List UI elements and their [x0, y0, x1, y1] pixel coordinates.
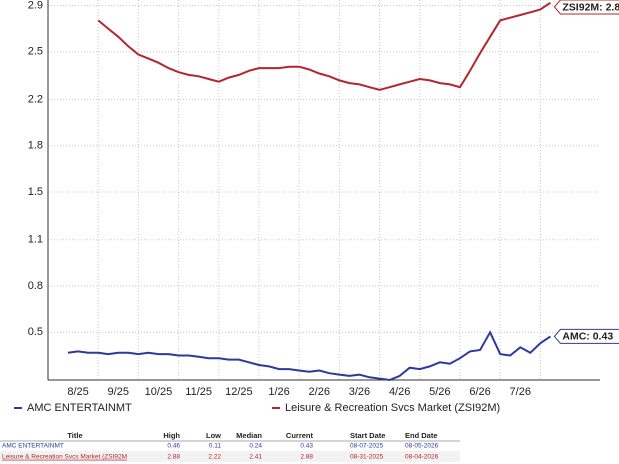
table-header: End Date	[405, 431, 438, 440]
table-header: Low	[206, 431, 221, 440]
table-cell: 2.88	[167, 454, 180, 461]
table-header: Current	[286, 431, 314, 440]
table-cell: 2.41	[249, 454, 262, 461]
x-tick-label: 5/26	[429, 386, 450, 398]
y-tick-label: 0.8	[28, 280, 43, 292]
table-cell: 08-07-2025	[350, 443, 384, 450]
x-tick-label: 10/25	[145, 386, 173, 398]
table-header: Median	[236, 431, 262, 440]
x-tick-label: 1/26	[268, 386, 289, 398]
legend-label: Leisure & Recreation Svcs Market (ZSI92M…	[285, 402, 500, 414]
table-cell: 0.46	[167, 443, 180, 450]
table-cell: 08-04-2026	[405, 454, 439, 461]
x-tick-label: 6/26	[469, 386, 490, 398]
table-row-bg	[0, 451, 460, 462]
x-tick-label: 3/26	[349, 386, 370, 398]
table-cell: 0.24	[249, 443, 262, 450]
table-cell: 2.88	[300, 454, 313, 461]
table-cell: Leisure & Recreation Svcs Market (ZSI92M	[2, 454, 127, 461]
x-tick-label: 2/26	[309, 386, 330, 398]
y-tick-label: 1.8	[28, 140, 43, 152]
y-tick-label: 1.1	[28, 234, 43, 246]
x-tick-label: 9/25	[108, 386, 129, 398]
end-label-box	[553, 0, 619, 15]
table-cell: AMC ENTERTAINMT	[2, 443, 64, 450]
end-label-text: ZSI92M: 2.88	[562, 1, 619, 13]
end-label-text: AMC: 0.43	[562, 331, 613, 343]
y-tick-label: 0.5	[28, 326, 43, 338]
table-cell: 08-05-2026	[405, 443, 439, 450]
x-tick-label: 7/26	[510, 386, 531, 398]
x-tick-label: 12/25	[225, 386, 253, 398]
table-cell: 2.22	[208, 454, 221, 461]
series-line	[97, 1, 551, 91]
end-label: ZSI92M: 2.88	[553, 0, 619, 15]
y-tick-label: 2.9	[28, 0, 43, 11]
legend-label: AMC ENTERTAINMT	[27, 402, 132, 414]
table-header: Title	[67, 431, 82, 440]
y-tick-label: 1.5	[28, 186, 43, 198]
table-cell: 08-31-2025	[350, 454, 384, 461]
end-label-box	[553, 328, 619, 344]
table-header: Start Date	[350, 431, 385, 440]
x-tick-label: 4/26	[389, 386, 410, 398]
y-tick-label: 2.2	[28, 93, 43, 105]
table-cell: 0.11	[209, 443, 222, 450]
x-tick-label: 8/25	[67, 386, 88, 398]
series-line	[67, 330, 551, 382]
y-tick-label: 2.5	[28, 46, 43, 58]
end-label: AMC: 0.43	[553, 328, 619, 344]
table-header: High	[163, 431, 180, 440]
x-tick-label: 11/25	[185, 386, 212, 398]
table-cell: 0.43	[300, 443, 313, 450]
